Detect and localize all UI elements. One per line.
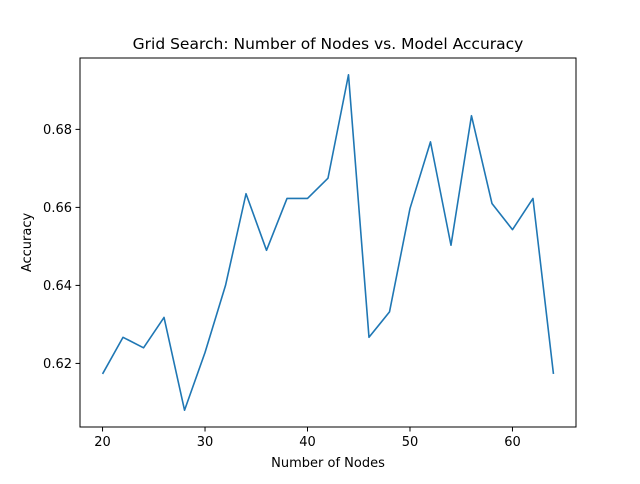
x-tick-label: 30 xyxy=(197,435,214,450)
series-line-0 xyxy=(101,73,555,412)
x-tick-label: 60 xyxy=(504,435,521,450)
x-axis-label: Number of Nodes xyxy=(271,456,385,471)
x-axis: 20 30 40 50 60 xyxy=(94,427,521,450)
series-layer xyxy=(101,73,555,412)
plot-frame xyxy=(79,57,577,428)
y-axis: 0.62 0.64 0.66 0.68 xyxy=(43,123,80,372)
y-axis-label: Accuracy xyxy=(20,213,35,273)
plot-area xyxy=(80,58,576,427)
x-tick-label: 20 xyxy=(94,435,111,450)
x-tick-label: 50 xyxy=(402,435,419,450)
y-tick-label: 0.64 xyxy=(43,279,72,294)
x-tick-label: 40 xyxy=(299,435,316,450)
y-tick-label: 0.62 xyxy=(43,357,72,372)
chart-title: Grid Search: Number of Nodes vs. Model A… xyxy=(133,35,524,53)
y-tick-label: 0.66 xyxy=(43,201,72,216)
y-tick-label: 0.68 xyxy=(43,123,72,138)
